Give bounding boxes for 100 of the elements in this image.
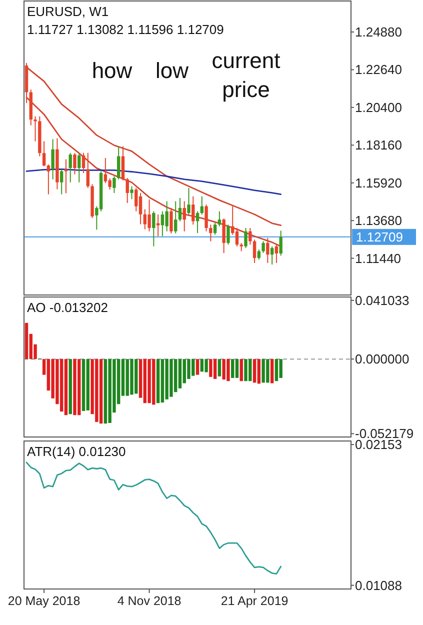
candlestick bbox=[34, 116, 37, 142]
bar bbox=[274, 359, 278, 382]
y-tick-label: 1.22640 bbox=[355, 62, 402, 78]
bar bbox=[204, 359, 208, 372]
candlestick bbox=[279, 230, 282, 256]
chart-title: ATR(14) 0.01230 bbox=[27, 444, 126, 459]
candlestick bbox=[138, 192, 142, 225]
candlestick bbox=[178, 198, 182, 222]
candlestick bbox=[104, 157, 108, 184]
y-tick-label: 0.000000 bbox=[355, 352, 410, 367]
line-series bbox=[26, 462, 282, 575]
candlestick bbox=[134, 187, 138, 212]
candlestick bbox=[130, 186, 134, 200]
y-tick-label: 1.18160 bbox=[355, 138, 402, 153]
bar bbox=[60, 359, 64, 412]
candlestick bbox=[257, 249, 261, 260]
candlestick bbox=[244, 227, 248, 249]
candlestick bbox=[112, 176, 116, 194]
bar bbox=[187, 359, 190, 379]
candlestick bbox=[86, 152, 90, 188]
bar bbox=[99, 359, 103, 424]
bar bbox=[235, 359, 239, 378]
y-tick-label: 1.13680 bbox=[355, 213, 402, 228]
x-tick-label: 4 Nov 2018 bbox=[117, 594, 182, 608]
candlestick bbox=[192, 196, 195, 226]
candlestick bbox=[209, 224, 212, 242]
x-tick-label: 20 May 2018 bbox=[8, 594, 80, 608]
bar bbox=[82, 359, 86, 411]
candlestick bbox=[170, 207, 173, 234]
chart-title: AO -0.013202 bbox=[27, 300, 108, 315]
bar bbox=[130, 359, 134, 395]
candlestick bbox=[222, 218, 226, 254]
candlestick bbox=[262, 240, 265, 254]
candlestick bbox=[60, 168, 64, 195]
y-tick-label: 1.15920 bbox=[355, 175, 402, 190]
y-tick-label: 1.11440 bbox=[355, 250, 402, 266]
bar bbox=[257, 359, 261, 384]
candlestick bbox=[270, 246, 274, 266]
candlestick bbox=[160, 210, 164, 237]
candlestick bbox=[196, 210, 200, 234]
chart-title: EURUSD, W1 bbox=[27, 4, 109, 19]
bar bbox=[252, 359, 256, 383]
candlestick bbox=[274, 244, 278, 264]
y-tick-label: 0.041033 bbox=[355, 292, 410, 308]
line-series bbox=[26, 168, 282, 196]
bar bbox=[270, 359, 274, 384]
candlestick bbox=[68, 152, 72, 183]
bar bbox=[104, 359, 108, 424]
bar bbox=[86, 359, 90, 410]
text: 1.11727 1.13082 1.11596 1.12709 bbox=[27, 22, 224, 37]
candlestick bbox=[187, 187, 190, 216]
bar bbox=[24, 322, 28, 360]
bar bbox=[200, 359, 204, 372]
candlestick bbox=[218, 210, 222, 227]
candlestick bbox=[82, 152, 86, 174]
y-tick-label: 1.20400 bbox=[355, 100, 402, 115]
bar bbox=[279, 359, 282, 378]
candlestick bbox=[51, 138, 54, 180]
annotation: current price bbox=[212, 48, 280, 102]
candlestick bbox=[116, 146, 120, 180]
candlestick bbox=[266, 237, 270, 264]
bar bbox=[160, 359, 164, 403]
candlestick bbox=[156, 214, 160, 237]
candlestick bbox=[126, 177, 129, 204]
annotation: low bbox=[155, 58, 189, 83]
annotation: how bbox=[92, 58, 132, 83]
bar bbox=[178, 359, 182, 388]
candlestick bbox=[73, 152, 76, 175]
bar bbox=[240, 359, 243, 382]
candlestick bbox=[213, 222, 217, 236]
candlestick bbox=[204, 204, 208, 232]
candlestick bbox=[78, 153, 81, 183]
candlestick bbox=[46, 164, 50, 195]
bar bbox=[213, 359, 217, 379]
bar bbox=[244, 359, 248, 382]
y-tick-label: 0.02153 bbox=[355, 437, 402, 452]
candlestick bbox=[226, 224, 230, 246]
candlestick bbox=[182, 200, 186, 232]
candlestick bbox=[174, 200, 178, 234]
bar bbox=[209, 359, 212, 377]
candlestick bbox=[200, 196, 204, 216]
candlestick bbox=[121, 146, 125, 181]
candlestick bbox=[248, 227, 252, 246]
y-tick-label: 1.24880 bbox=[355, 24, 402, 40]
bar bbox=[218, 359, 222, 376]
candlestick bbox=[235, 227, 239, 247]
bar bbox=[64, 359, 68, 416]
candlestick bbox=[64, 158, 68, 194]
candlestick bbox=[108, 178, 112, 190]
candlestick bbox=[165, 200, 168, 232]
bar bbox=[68, 359, 72, 414]
bar bbox=[156, 359, 160, 404]
candlestick bbox=[42, 140, 46, 167]
y-tick-label: 0.01088 bbox=[355, 578, 402, 593]
x-tick-label: 21 Apr 2019 bbox=[220, 594, 288, 608]
candlestick bbox=[148, 199, 151, 232]
candlestick bbox=[152, 210, 156, 247]
candlestick bbox=[252, 239, 256, 264]
bar bbox=[196, 359, 200, 375]
bar bbox=[231, 359, 234, 378]
